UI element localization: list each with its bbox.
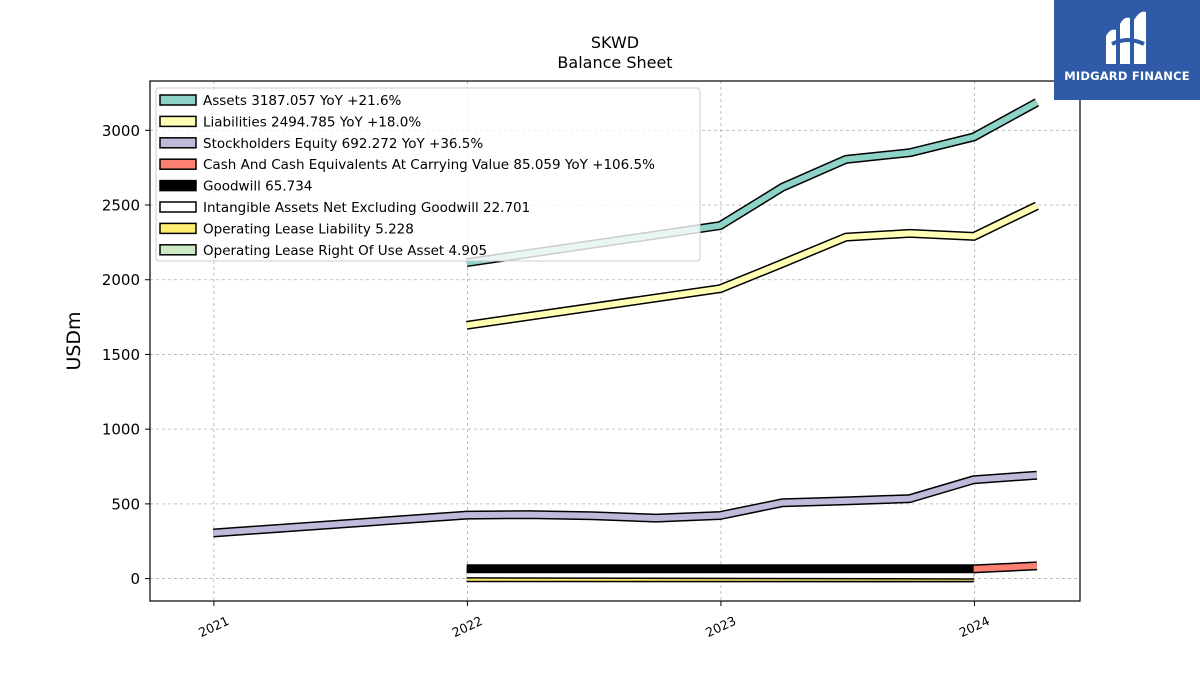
y-tick-label: 0 xyxy=(130,570,140,588)
legend-swatch xyxy=(159,115,197,128)
midgard-finance-logo: MIDGARD FINANCE xyxy=(1054,0,1200,100)
y-tick-label: 2500 xyxy=(102,197,140,215)
legend-swatch xyxy=(159,222,197,235)
legend-swatch xyxy=(159,201,197,213)
legend-label: Assets 3187.057 YoY +21.6% xyxy=(203,93,402,109)
legend-label: Operating Lease Liability 5.228 xyxy=(203,221,414,237)
x-tick-label: 2021 xyxy=(196,613,231,640)
series-2 xyxy=(212,470,1038,538)
midgard-logo-icon xyxy=(1106,11,1146,65)
legend-label: Stockholders Equity 692.272 YoY +36.5% xyxy=(203,136,483,152)
series-3 xyxy=(973,561,1038,574)
series-line xyxy=(466,99,1039,266)
legend-swatch xyxy=(159,94,197,106)
x-tick-label: 2023 xyxy=(703,613,738,640)
series-line xyxy=(466,571,974,579)
y-tick-label: 2000 xyxy=(102,271,140,289)
series-line xyxy=(212,472,1038,536)
legend-swatch xyxy=(159,137,197,149)
legend-label: Liabilities 2494.785 YoY +18.0% xyxy=(203,114,421,130)
legend-label: Intangible Assets Net Excluding Goodwill… xyxy=(203,200,530,216)
chart-title: SKWD xyxy=(591,33,639,52)
series-line xyxy=(466,203,1039,329)
y-tick-label: 3000 xyxy=(102,122,140,140)
series-0 xyxy=(466,98,1040,268)
y-tick-label: 1500 xyxy=(102,346,140,364)
series-1 xyxy=(466,201,1039,330)
legend: Assets 3187.057 YoY +21.6% Liabilities 24… xyxy=(155,87,701,262)
x-tick-label: 2024 xyxy=(957,613,992,640)
legend-box xyxy=(155,87,701,262)
y-tick-label: 500 xyxy=(111,495,140,513)
legend-label: Cash And Cash Equivalents At Carrying Va… xyxy=(203,157,655,173)
legend-swatch xyxy=(159,179,197,192)
logo-text: MIDGARD FINANCE xyxy=(1064,69,1190,83)
chart-subtitle: Balance Sheet xyxy=(557,53,672,72)
plot-frame xyxy=(149,80,1081,602)
legend-label: Operating Lease Right Of Use Asset 4.905 xyxy=(203,243,487,259)
series-5 xyxy=(466,569,974,580)
legend-swatch xyxy=(159,244,197,256)
series-layer xyxy=(212,98,1040,583)
series-line xyxy=(973,562,1038,572)
y-tick-label: 1000 xyxy=(102,421,140,439)
legend-label: Goodwill 65.734 xyxy=(203,179,312,195)
x-axis-ticks: 2021 2022 2023 2024 xyxy=(196,601,992,640)
y-axis-ticks: 0 500 1000 1500 2000 2500 3000 xyxy=(102,122,150,588)
legend-swatch xyxy=(159,158,197,170)
y-axis-label: USDm xyxy=(63,311,85,370)
x-tick-label: 2022 xyxy=(450,613,485,640)
